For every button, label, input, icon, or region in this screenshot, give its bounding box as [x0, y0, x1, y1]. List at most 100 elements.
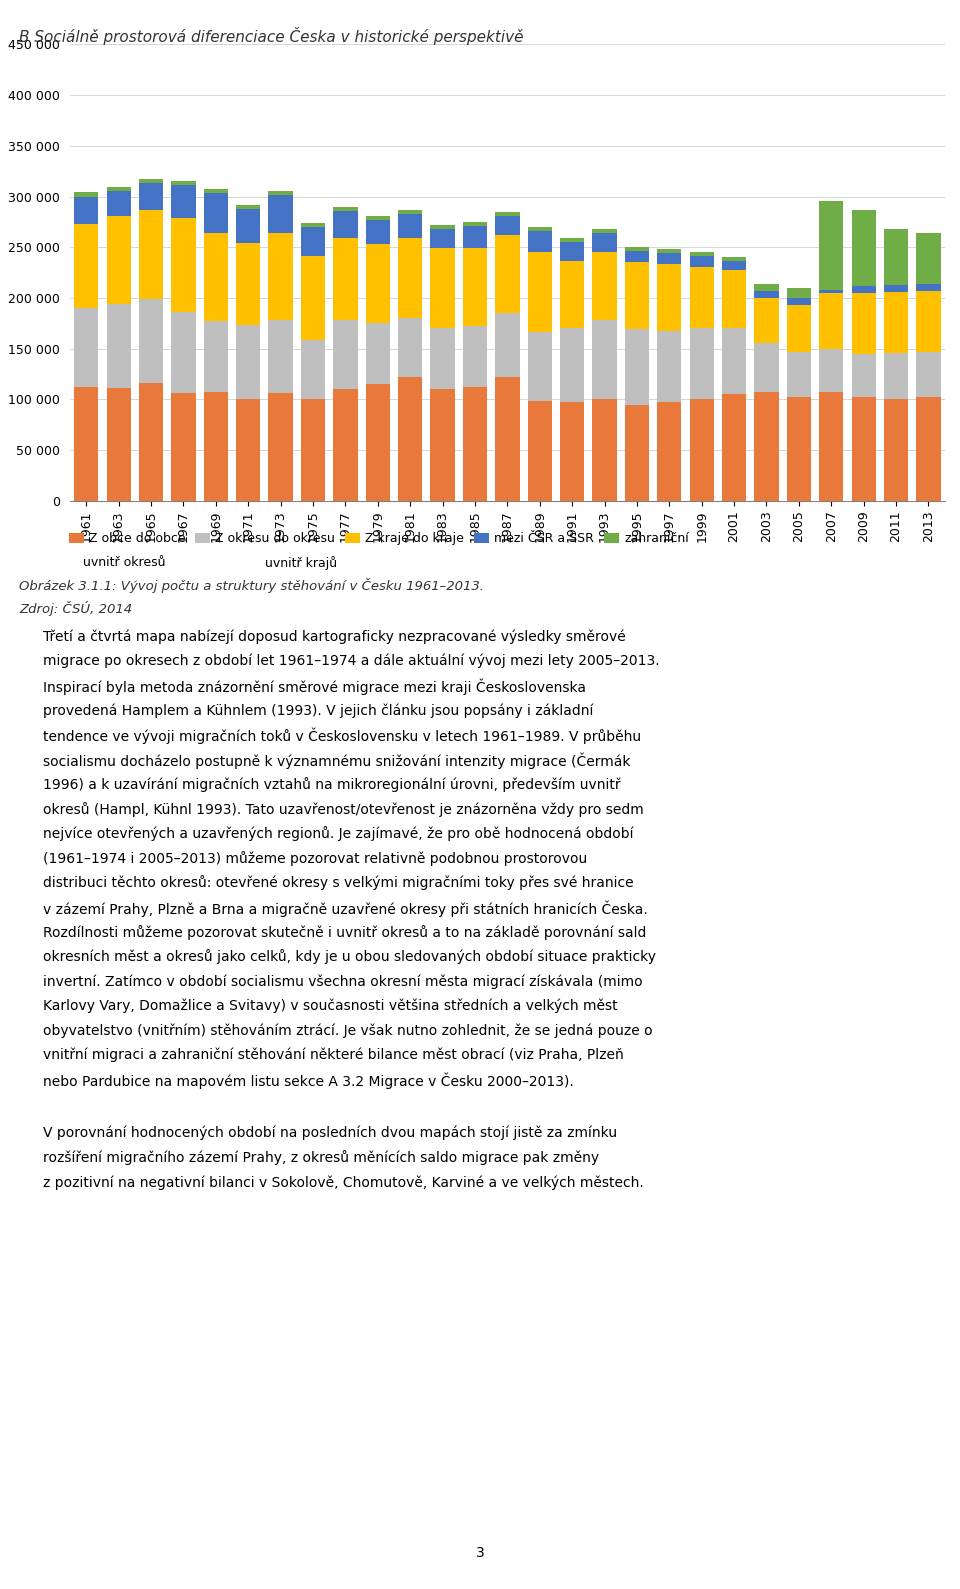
- Text: tendence ve vývoji migračních toků v Československu v letech 1961–1989. V průběh: tendence ve vývoji migračních toků v Čes…: [43, 728, 641, 744]
- Bar: [398, 210, 422, 215]
- Text: okresů (Hampl, Kühnl 1993). Tato uzavřenost/otevřenost je znázorněna vždy pro se: okresů (Hampl, Kühnl 1993). Tato uzavřen…: [43, 801, 644, 817]
- Bar: [528, 400, 552, 501]
- Bar: [495, 377, 519, 501]
- Bar: [139, 299, 163, 383]
- Text: rozšíření migračního zázemí Prahy, z okresů měnících saldo migrace pak změny: rozšíření migračního zázemí Prahy, z okr…: [43, 1150, 599, 1165]
- Bar: [333, 211, 357, 238]
- Bar: [300, 256, 325, 340]
- Bar: [689, 329, 714, 399]
- Legend: Z obce do obce, Z okresu do okresu, Z kraje do kraje, mezi ČSR a SSR, zahraniční: Z obce do obce, Z okresu do okresu, Z kr…: [64, 528, 694, 550]
- Text: uvnitř okresů: uvnitř okresů: [83, 556, 165, 569]
- Text: socialismu docházelo postupně k významnému snižování intenzity migrace (Čermák: socialismu docházelo postupně k významné…: [43, 753, 631, 769]
- Bar: [463, 388, 487, 501]
- Bar: [787, 288, 811, 297]
- Bar: [916, 284, 941, 291]
- Bar: [74, 192, 99, 197]
- Bar: [107, 191, 131, 216]
- Bar: [269, 195, 293, 234]
- Bar: [852, 210, 876, 286]
- Bar: [852, 286, 876, 292]
- Text: provedená Hamplem a Kühnlem (1993). V jejich článku jsou popsány i základní: provedená Hamplem a Kühnlem (1993). V je…: [43, 702, 593, 718]
- Bar: [300, 222, 325, 227]
- Bar: [204, 194, 228, 234]
- Bar: [755, 392, 779, 501]
- Bar: [333, 238, 357, 319]
- Bar: [689, 256, 714, 267]
- Bar: [819, 289, 844, 292]
- Text: Třetí a čtvrtá mapa nabízejí doposud kartograficky nezpracované výsledky směrové: Třetí a čtvrtá mapa nabízejí doposud kar…: [43, 629, 626, 644]
- Text: nejvíce otevřených a uzavřených regionů. Je zajímavé, že pro obě hodnocená obdob: nejvíce otevřených a uzavřených regionů.…: [43, 826, 634, 841]
- Bar: [755, 284, 779, 291]
- Bar: [171, 218, 196, 311]
- Bar: [300, 340, 325, 399]
- Bar: [722, 257, 746, 261]
- Bar: [74, 388, 99, 501]
- Bar: [463, 222, 487, 226]
- Bar: [755, 291, 779, 297]
- Text: distribuci těchto okresů: otevřené okresy s velkými migračními toky přes své hra: distribuci těchto okresů: otevřené okres…: [43, 876, 634, 890]
- Bar: [884, 284, 908, 292]
- Bar: [430, 248, 455, 329]
- Text: Rozdílnosti můžeme pozorovat skutečně i uvnitř okresů a to na základě porovnání : Rozdílnosti můžeme pozorovat skutečně i …: [43, 925, 647, 939]
- Bar: [560, 261, 585, 329]
- Bar: [139, 183, 163, 210]
- Bar: [171, 181, 196, 186]
- Bar: [236, 399, 260, 501]
- Bar: [722, 270, 746, 329]
- Bar: [107, 388, 131, 501]
- Text: obyvatelstvo (vnitřním) stěhováním ztrácí. Je však nutno zohlednit, že se jedná : obyvatelstvo (vnitřním) stěhováním ztrác…: [43, 1023, 653, 1038]
- Bar: [495, 211, 519, 216]
- Bar: [755, 343, 779, 392]
- Bar: [625, 251, 649, 262]
- Text: B Sociálně prostorová diferenciace Česka v historické perspektivě: B Sociálně prostorová diferenciace Česka…: [19, 27, 524, 44]
- Bar: [366, 323, 390, 385]
- Bar: [139, 180, 163, 183]
- Text: uvnitř krajů: uvnitř krajů: [265, 556, 337, 570]
- Bar: [204, 321, 228, 392]
- Bar: [366, 385, 390, 501]
- Bar: [787, 305, 811, 351]
- Bar: [592, 319, 616, 399]
- Text: V porovnání hodnocených období na posledních dvou mapách stojí jistě za zmínku: V porovnání hodnocených období na posled…: [43, 1125, 617, 1141]
- Bar: [398, 377, 422, 501]
- Bar: [430, 226, 455, 229]
- Bar: [528, 332, 552, 400]
- Text: v zázemí Prahy, Plzně a Brna a migračně uzavřené okresy při státních hranicích Č: v zázemí Prahy, Plzně a Brna a migračně …: [43, 899, 648, 917]
- Bar: [236, 243, 260, 326]
- Bar: [819, 392, 844, 501]
- Bar: [300, 399, 325, 501]
- Bar: [852, 397, 876, 501]
- Bar: [430, 329, 455, 389]
- Bar: [236, 205, 260, 208]
- Bar: [884, 229, 908, 284]
- Bar: [916, 291, 941, 351]
- Bar: [463, 248, 487, 326]
- Bar: [625, 329, 649, 405]
- Bar: [171, 186, 196, 218]
- Bar: [592, 234, 616, 253]
- Text: Inspirací byla metoda znázornění směrové migrace mezi kraji Československa: Inspirací byla metoda znázornění směrové…: [43, 679, 587, 694]
- Bar: [236, 208, 260, 243]
- Bar: [560, 242, 585, 261]
- Bar: [430, 389, 455, 501]
- Text: migrace po okresech z období let 1961–1974 a dále aktuální vývoj mezi lety 2005–: migrace po okresech z období let 1961–19…: [43, 653, 660, 669]
- Bar: [398, 238, 422, 318]
- Bar: [107, 216, 131, 303]
- Bar: [592, 253, 616, 319]
- Bar: [560, 402, 585, 501]
- Bar: [787, 297, 811, 305]
- Bar: [366, 245, 390, 323]
- Bar: [171, 311, 196, 392]
- Bar: [560, 329, 585, 402]
- Bar: [658, 264, 682, 331]
- Bar: [269, 392, 293, 501]
- Bar: [625, 405, 649, 501]
- Bar: [333, 319, 357, 389]
- Bar: [333, 207, 357, 211]
- Text: Karlovy Vary, Domažlice a Svitavy) v současnosti většina středních a velkých měs: Karlovy Vary, Domažlice a Svitavy) v sou…: [43, 999, 618, 1014]
- Bar: [852, 292, 876, 354]
- Bar: [722, 329, 746, 394]
- Bar: [528, 230, 552, 253]
- Bar: [658, 402, 682, 501]
- Bar: [236, 326, 260, 399]
